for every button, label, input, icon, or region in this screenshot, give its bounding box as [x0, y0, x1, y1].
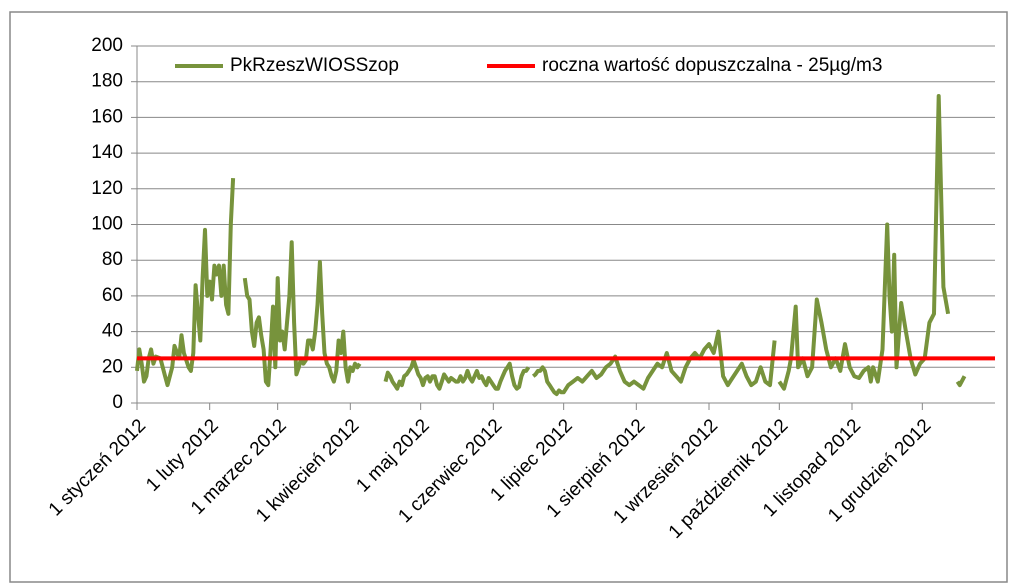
y-tick-label: 20: [102, 356, 123, 377]
y-tick-label: 40: [102, 321, 123, 342]
y-tick-label: 80: [102, 249, 123, 270]
legend-label: roczna wartość dopuszczalna - 25µg/m3: [542, 55, 882, 76]
y-tick-label: 140: [91, 142, 123, 163]
y-tick-label: 160: [91, 106, 123, 127]
y-tick-label: 60: [102, 285, 123, 306]
y-tick-label: 180: [91, 71, 123, 92]
y-tick-label: 200: [91, 35, 123, 56]
y-tick-label: 0: [112, 392, 123, 413]
chart-frame: [9, 11, 1008, 583]
data-line: [135, 94, 967, 397]
legend-label: PkRzeszWIOSSzop: [230, 55, 399, 76]
y-tick-label: 120: [91, 178, 123, 199]
y-tick-label: 100: [91, 214, 123, 235]
